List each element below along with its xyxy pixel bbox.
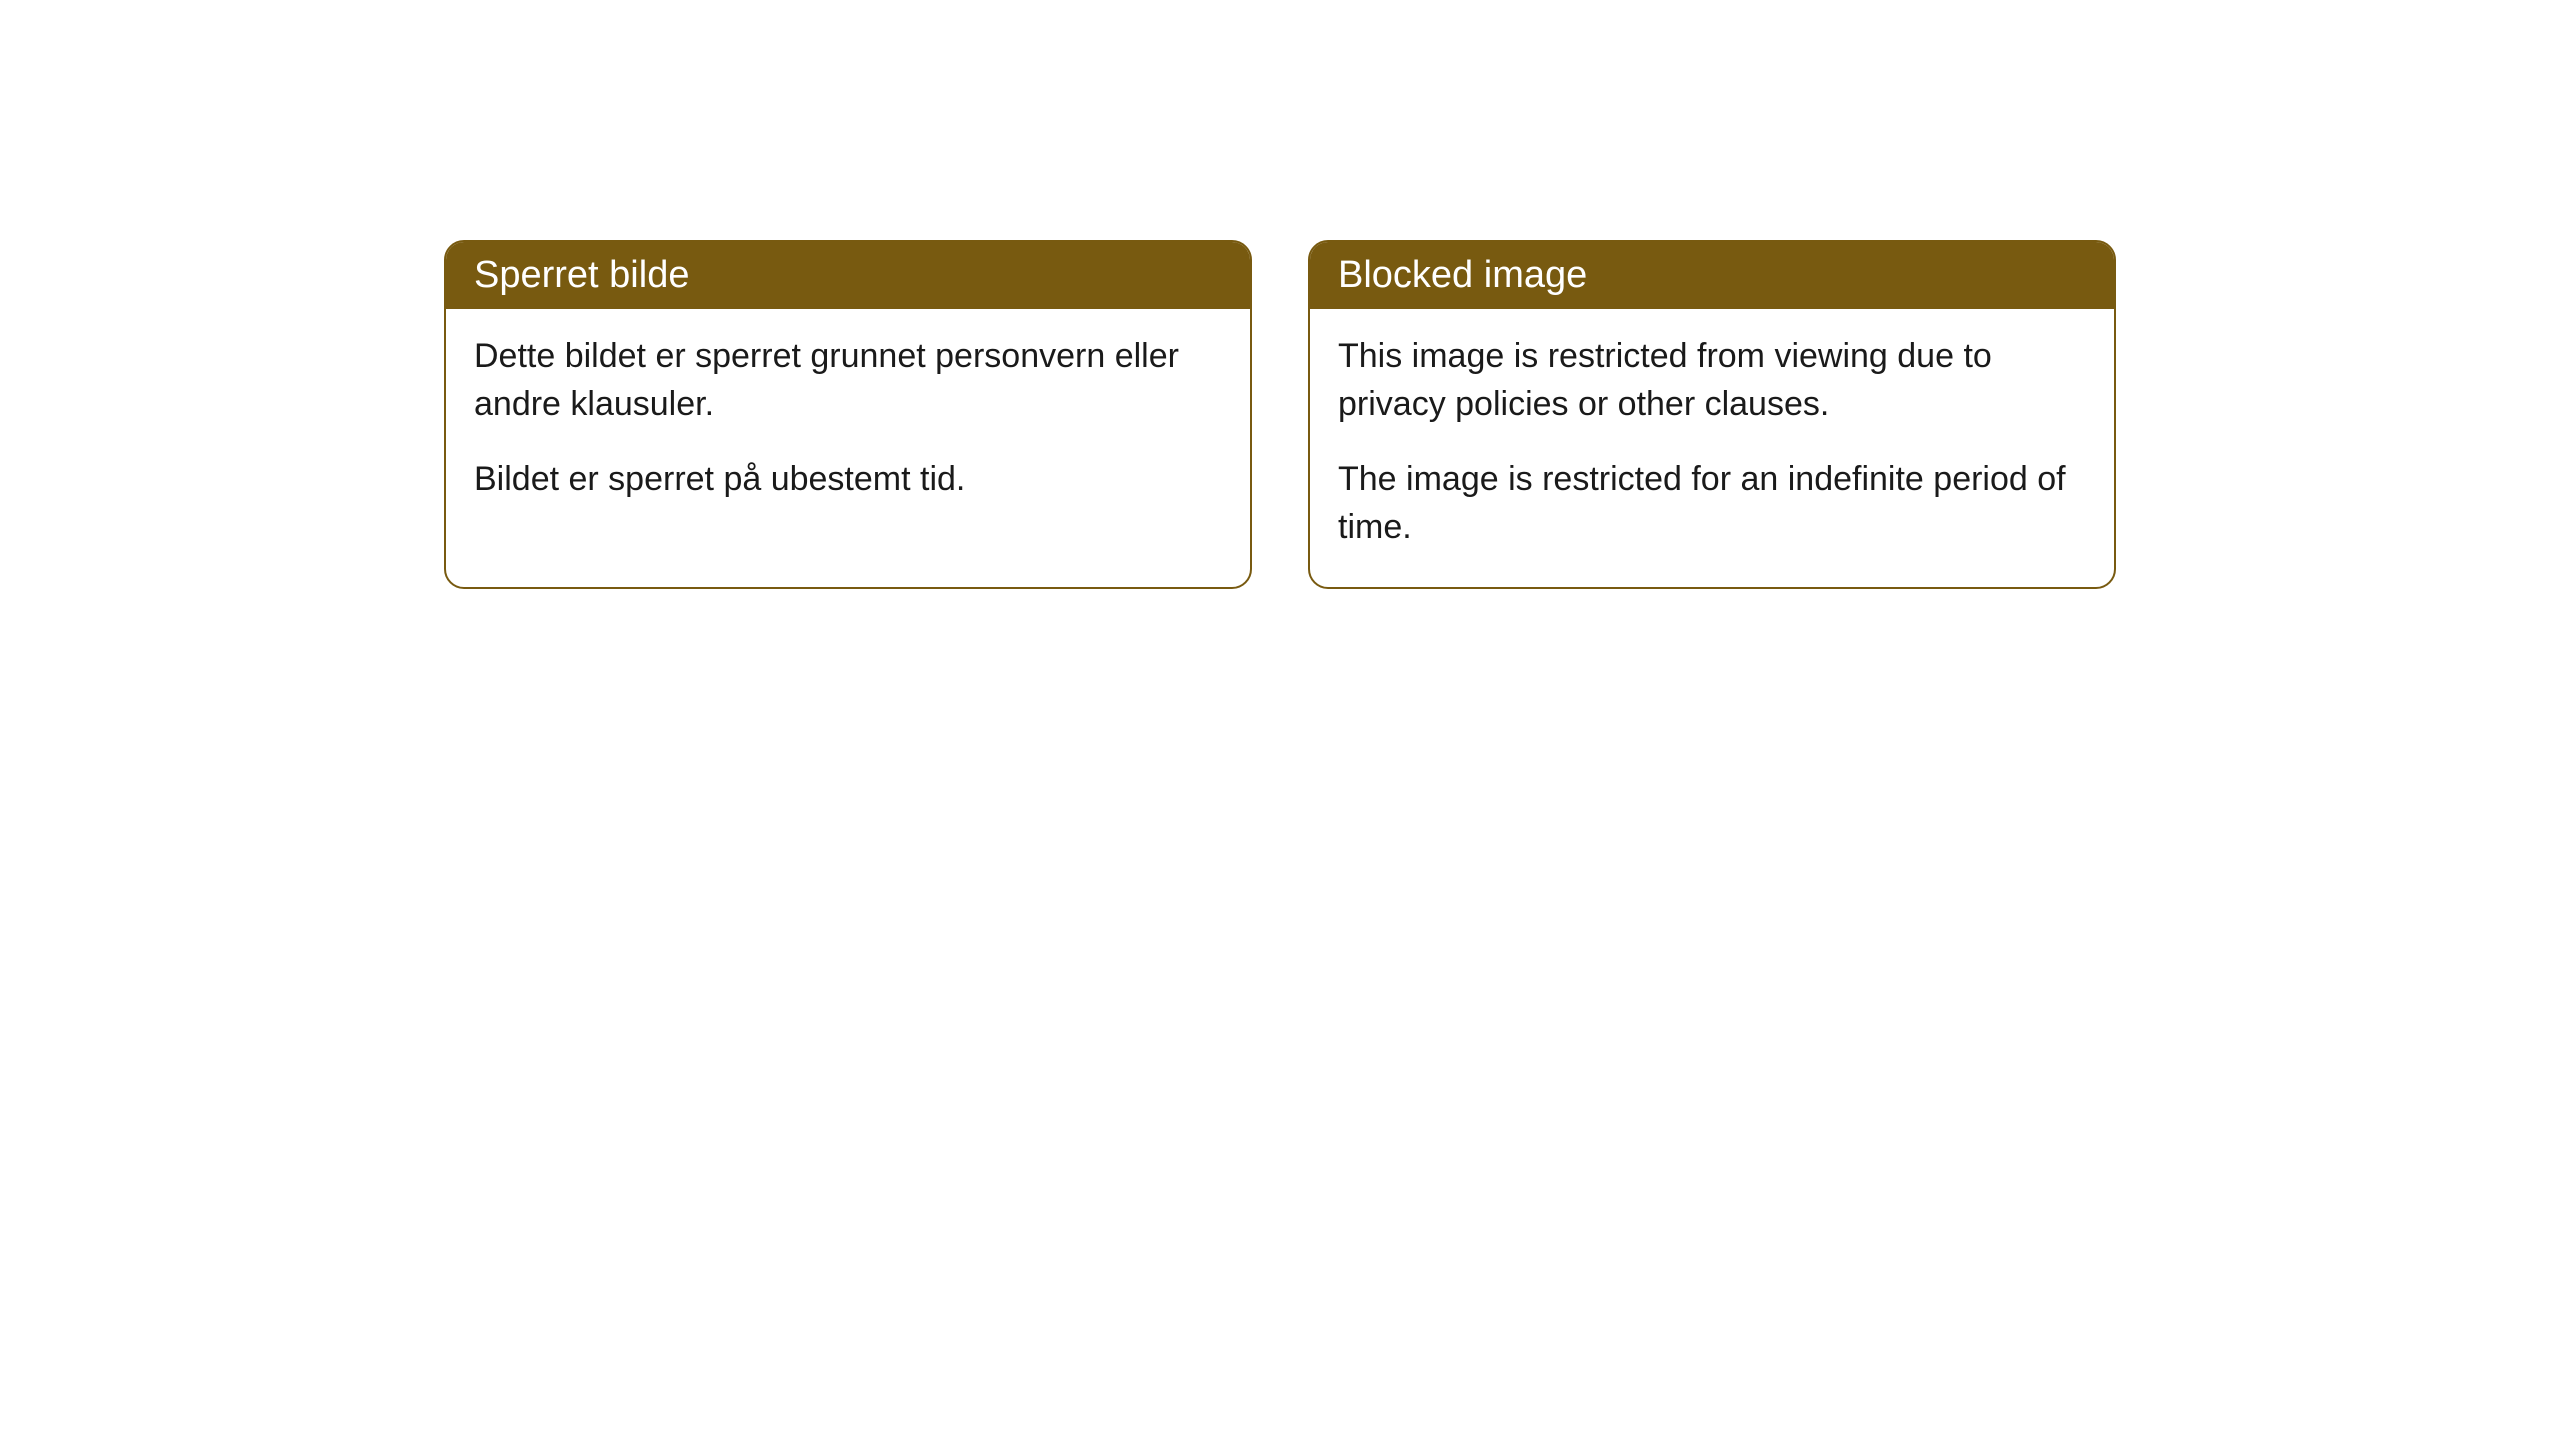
notice-paragraph: The image is restricted for an indefinit… bbox=[1338, 456, 2086, 551]
notice-container: Sperret bilde Dette bildet er sperret gr… bbox=[444, 240, 2116, 589]
notice-paragraph: This image is restricted from viewing du… bbox=[1338, 333, 2086, 428]
notice-paragraph: Dette bildet er sperret grunnet personve… bbox=[474, 333, 1222, 428]
notice-body-norwegian: Dette bildet er sperret grunnet personve… bbox=[446, 309, 1250, 540]
notice-body-english: This image is restricted from viewing du… bbox=[1310, 309, 2114, 587]
notice-paragraph: Bildet er sperret på ubestemt tid. bbox=[474, 456, 1222, 504]
notice-card-norwegian: Sperret bilde Dette bildet er sperret gr… bbox=[444, 240, 1252, 589]
notice-header-norwegian: Sperret bilde bbox=[446, 242, 1250, 309]
notice-card-english: Blocked image This image is restricted f… bbox=[1308, 240, 2116, 589]
notice-header-english: Blocked image bbox=[1310, 242, 2114, 309]
